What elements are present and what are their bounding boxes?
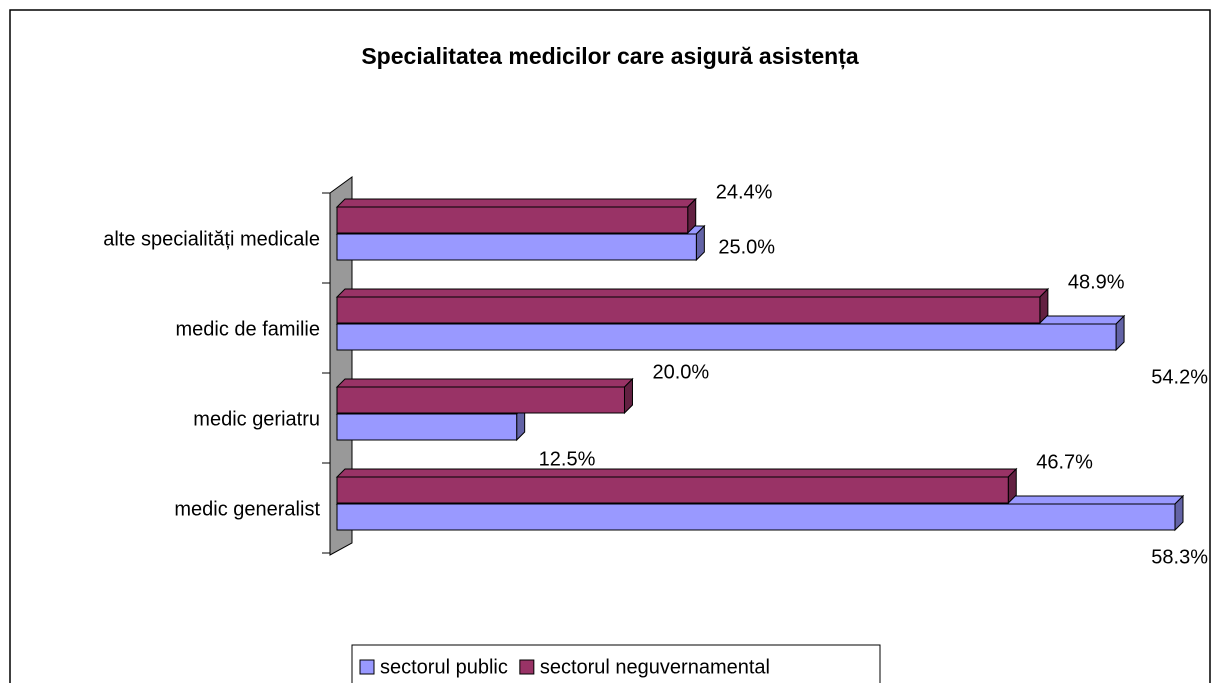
category-label: alte specialități medicale [103,228,320,250]
legend-label: sectorul neguvernamental [540,656,770,678]
bar [336,386,625,414]
bar [336,476,1009,504]
bar [336,233,697,261]
chart-title: Specialitatea medicilor care asigură asi… [361,43,859,70]
value-label: 24.4% [716,181,773,203]
bar [336,503,1176,531]
value-label: 25.0% [718,236,775,258]
value-label: 20.0% [652,361,709,383]
bar [336,296,1041,324]
bar [336,206,689,234]
bar [336,323,1117,351]
legend-label: sectorul public [380,656,508,678]
value-label: 58.3% [1151,546,1208,568]
value-label: 46.7% [1036,451,1093,473]
bar-top [335,378,634,388]
bar-top [335,198,697,208]
category-label: medic de familie [175,318,320,340]
bar-top [335,288,1050,298]
value-label: 12.5% [539,448,596,470]
value-label: 48.9% [1068,271,1125,293]
legend-swatch [519,659,535,675]
category-ticks [322,192,330,554]
value-label: 54.2% [1151,366,1208,388]
legend-swatch [359,659,375,675]
bar-top [335,468,1018,478]
bar [336,413,518,441]
category-label: medic geriatru [193,408,320,430]
category-label: medic generalist [174,498,320,520]
legend-box [351,644,881,683]
